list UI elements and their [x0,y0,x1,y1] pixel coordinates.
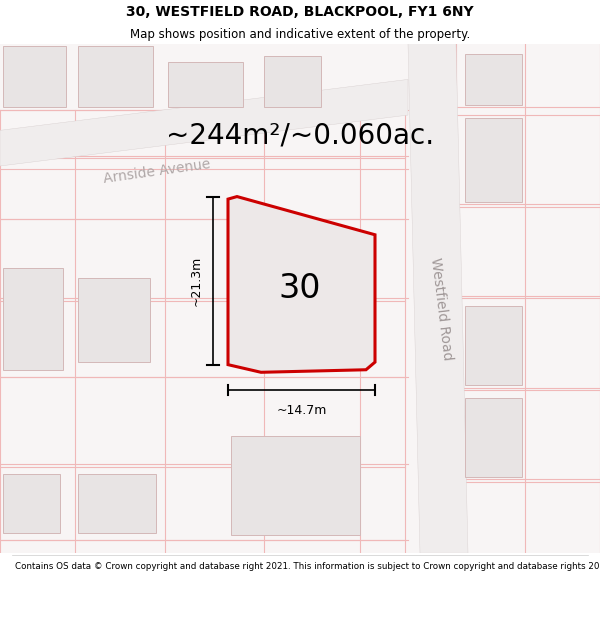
Polygon shape [0,79,408,166]
Bar [231,436,360,535]
Bar [3,46,66,108]
Text: Arnside Avenue: Arnside Avenue [102,157,211,186]
Text: Westfield Road: Westfield Road [428,256,454,361]
Text: 30: 30 [279,272,321,305]
Text: Map shows position and indicative extent of the property.: Map shows position and indicative extent… [130,28,470,41]
Polygon shape [228,196,375,372]
Bar [168,62,243,107]
Text: 30, WESTFIELD ROAD, BLACKPOOL, FY1 6NY: 30, WESTFIELD ROAD, BLACKPOOL, FY1 6NY [126,5,474,19]
Text: ~14.7m: ~14.7m [277,404,326,417]
Text: ~21.3m: ~21.3m [190,256,203,306]
Bar [465,118,522,202]
Bar [3,268,63,370]
Text: ~244m²/~0.060ac.: ~244m²/~0.060ac. [166,121,434,149]
Text: Contains OS data © Crown copyright and database right 2021. This information is : Contains OS data © Crown copyright and d… [15,562,600,571]
Bar [465,398,522,477]
Bar [78,46,153,108]
Polygon shape [408,44,468,553]
Bar [3,474,60,532]
Bar [264,56,321,108]
Bar [465,54,522,105]
Bar [465,306,522,385]
Bar [78,278,150,362]
Bar [78,474,156,532]
